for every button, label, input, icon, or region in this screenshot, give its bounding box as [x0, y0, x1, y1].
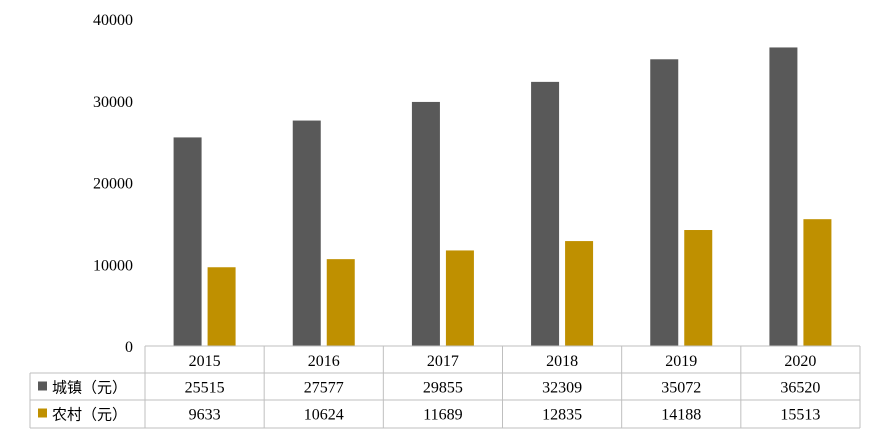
- data-table-cell: 32309: [542, 380, 582, 397]
- y-axis: 0 10000 20000 30000 40000: [93, 12, 133, 356]
- legend-swatch: [38, 408, 47, 418]
- data-table-cell: 11689: [423, 407, 462, 424]
- bar-rural-2019: [684, 230, 713, 346]
- bar-urban-2015: [173, 137, 202, 346]
- data-table-cell: 36520: [780, 380, 820, 397]
- bar-rural-2016: [326, 259, 355, 346]
- bar-rural-2017: [445, 250, 474, 346]
- data-table-cell: 25515: [185, 380, 225, 397]
- bar-rural-2020: [803, 219, 832, 346]
- y-tick-label: 0: [125, 339, 133, 356]
- bar-urban-2017: [411, 101, 440, 347]
- x-category-label: 2020: [784, 353, 816, 370]
- bar-urban-2018: [531, 81, 560, 346]
- y-tick-label: 10000: [93, 257, 133, 274]
- y-tick-label: 30000: [93, 94, 133, 111]
- data-table-cell: 35072: [661, 380, 701, 397]
- legend-swatch: [38, 381, 47, 391]
- data-table-cell: 10624: [304, 407, 344, 424]
- data-table-cell: 27577: [304, 380, 344, 397]
- data-table-cell: 15513: [780, 407, 820, 424]
- y-tick-label: 40000: [93, 12, 133, 29]
- x-category-label: 2018: [546, 353, 578, 370]
- data-table-cell: 12835: [542, 407, 582, 424]
- bar-urban-2016: [292, 120, 321, 347]
- bar-urban-2019: [650, 59, 679, 346]
- x-category-label: 2015: [189, 353, 221, 370]
- x-category-label: 2017: [427, 353, 459, 370]
- bar-rural-2018: [565, 241, 594, 346]
- legend-label: 农村（元）: [52, 406, 127, 424]
- data-table: 2015 2016 2017 2018 2019 2020 城镇（元） 25515 27577 2…: [29, 345, 861, 429]
- data-table-cell: 14188: [661, 407, 701, 424]
- x-category-label: 2016: [308, 353, 340, 370]
- data-table-cell: 29855: [423, 380, 463, 397]
- bar-urban-2020: [769, 47, 798, 346]
- y-tick-label: 20000: [93, 176, 133, 193]
- legend-label: 城镇（元）: [52, 379, 127, 397]
- bar-rural-2015: [207, 267, 236, 346]
- x-category-label: 2019: [665, 353, 697, 370]
- data-table-cell: 9633: [189, 407, 221, 424]
- bars: [173, 47, 832, 347]
